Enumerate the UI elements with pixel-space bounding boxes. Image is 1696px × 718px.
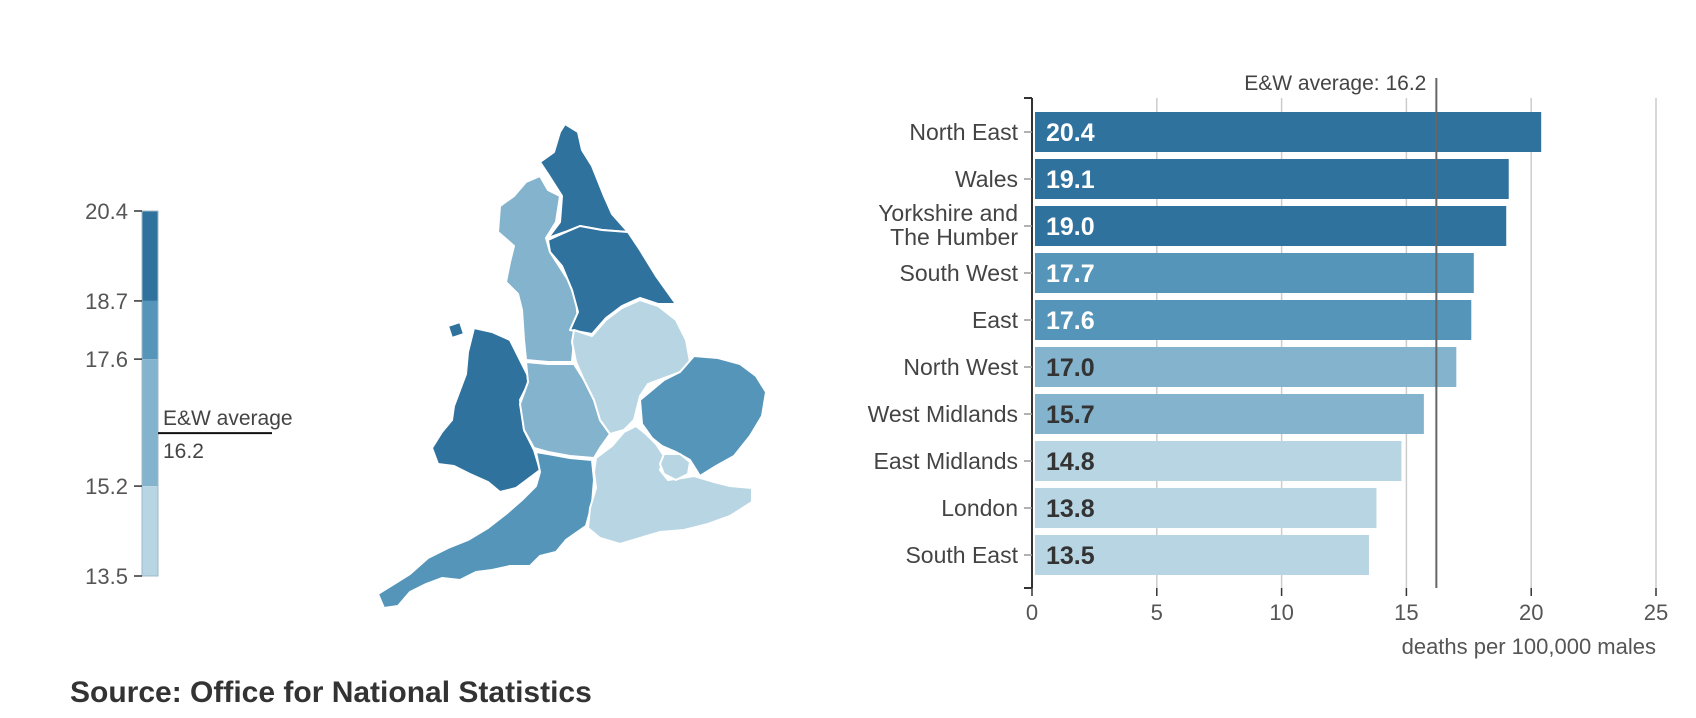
source-note: Source: Office for National Statistics	[70, 676, 592, 709]
legend-average-value: 16.2	[163, 440, 204, 463]
bar-value-label: 20.4	[1046, 119, 1095, 147]
map-region-east-midlands	[571, 299, 691, 435]
bar-london	[1035, 488, 1377, 528]
bar-value-label: 17.0	[1046, 354, 1095, 382]
bar-group: 19.0	[1035, 206, 1507, 246]
legend-tick-label: 15.2	[85, 474, 128, 499]
map-region-east	[639, 355, 767, 477]
bar-value-label: 19.0	[1046, 213, 1095, 241]
category-label-line: The Humber	[890, 224, 1018, 250]
legend-average-label: E&W average	[163, 407, 293, 430]
x-tick-label: 15	[1394, 600, 1418, 625]
bar-west-midlands	[1035, 394, 1424, 434]
bar-value-label: 13.5	[1046, 542, 1095, 570]
category-label: South East	[905, 542, 1018, 568]
reference-line-label: E&W average: 16.2	[1244, 72, 1426, 95]
map-region-north-west	[497, 175, 579, 363]
bar-value-label: 19.1	[1046, 166, 1095, 194]
map-region-south-east	[587, 425, 753, 545]
x-axis-title: deaths per 100,000 males	[1402, 634, 1656, 659]
bar-south-east	[1035, 535, 1369, 575]
category-label: Wales	[955, 166, 1018, 192]
legend-swatch	[142, 486, 158, 576]
x-tick-label: 25	[1644, 600, 1668, 625]
legend-swatch	[142, 211, 158, 301]
category-label: Yorkshire and The Humber	[878, 200, 1018, 250]
bar-group: 13.8	[1035, 488, 1377, 528]
bar-group: 17.0	[1035, 347, 1457, 387]
bar-group: 20.4	[1035, 112, 1542, 152]
map-region-london	[659, 453, 691, 481]
bar-group: 15.7	[1035, 394, 1424, 434]
bar-yorkshire-and-the-humber	[1035, 206, 1507, 246]
map-region-south-west	[377, 451, 595, 609]
legend-swatch	[142, 300, 158, 360]
bar-group: 17.7	[1035, 253, 1474, 293]
bar-east	[1035, 300, 1472, 340]
bar-east-midlands	[1035, 441, 1402, 481]
map-region-west-midlands	[519, 361, 611, 459]
legend-tick-label: 13.5	[85, 564, 128, 589]
x-tick-label: 20	[1519, 600, 1543, 625]
choropleth-map	[377, 123, 767, 609]
bars: 20.4 19.1 19.0 17.7 17.6 17.0 15.7 14.8 13.8 13.5	[1035, 112, 1542, 575]
bar-value-label: 17.6	[1046, 307, 1095, 335]
legend-tick-label: 18.7	[85, 289, 128, 314]
category-label: North East	[909, 119, 1018, 145]
legend-outline	[141, 210, 159, 577]
bar-south-west	[1035, 253, 1474, 293]
category-label: East	[972, 307, 1019, 333]
category-label: London	[941, 495, 1018, 521]
x-tick-label: 5	[1151, 600, 1163, 625]
map-region-yorkshire-and-the-humber	[547, 225, 677, 335]
bar-value-label: 14.8	[1046, 448, 1095, 476]
bar-value-label: 13.8	[1046, 495, 1095, 523]
bar-north-west	[1035, 347, 1457, 387]
category-label: West Midlands	[868, 401, 1018, 427]
legend-tick-label: 17.6	[85, 347, 128, 372]
category-label: East Midlands	[874, 448, 1018, 474]
map-region-wales	[431, 321, 541, 493]
bar-group: 19.1	[1035, 159, 1509, 199]
bar-wales	[1035, 159, 1509, 199]
category-label: South West	[900, 260, 1019, 286]
legend-tick-label: 20.4	[85, 199, 128, 224]
bar-value-label: 15.7	[1046, 401, 1095, 429]
bar-group: 13.5	[1035, 535, 1369, 575]
bar-group: 14.8	[1035, 441, 1402, 481]
bar-group: 17.6	[1035, 300, 1472, 340]
category-label-line: Yorkshire and	[878, 200, 1018, 226]
x-tick-label: 0	[1026, 600, 1038, 625]
x-tick-label: 10	[1269, 600, 1293, 625]
chart-canvas: 20.4 18.7 17.6 15.2 13.5 E&W average 16.2 20.4…	[85, 72, 1669, 659]
bar-value-label: 17.7	[1046, 260, 1095, 288]
category-label: North West	[903, 354, 1018, 380]
legend-scale: 20.4 18.7 17.6 15.2 13.5 E&W average 16.2	[85, 199, 292, 589]
legend-swatch	[142, 359, 158, 487]
axes: 0 5 10 15 20 25 deaths per 100,000 males North …	[868, 72, 1669, 659]
bar-north-east	[1035, 112, 1542, 152]
